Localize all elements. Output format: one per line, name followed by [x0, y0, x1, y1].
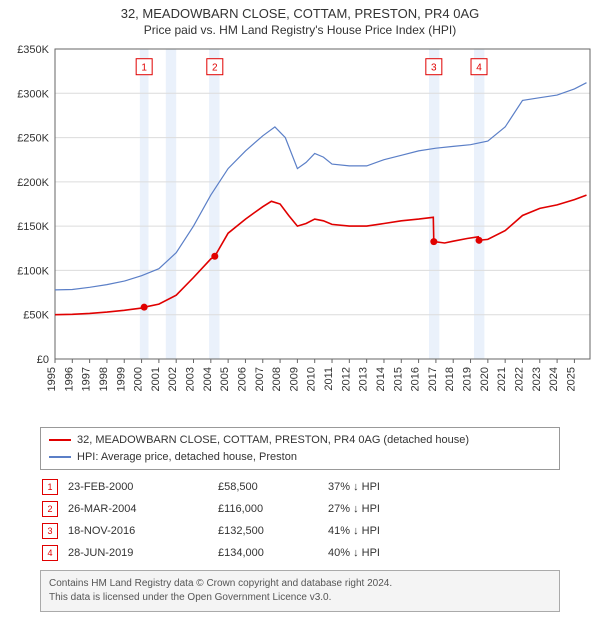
- svg-text:2011: 2011: [323, 367, 335, 391]
- svg-text:1998: 1998: [98, 367, 110, 391]
- sale-pct: 37% ↓ HPI: [328, 481, 438, 493]
- footer-line: Contains HM Land Registry data © Crown c…: [49, 577, 551, 591]
- sales-row: 2 26-MAR-2004£116,00027% ↓ HPI: [40, 498, 560, 520]
- sale-price: £132,500: [218, 525, 328, 537]
- svg-text:1: 1: [141, 63, 147, 74]
- svg-text:£50K: £50K: [23, 310, 49, 322]
- svg-text:2001: 2001: [150, 367, 162, 391]
- svg-text:2018: 2018: [444, 367, 456, 391]
- legend-swatch: [49, 456, 71, 458]
- sales-row: 3 18-NOV-2016£132,50041% ↓ HPI: [40, 520, 560, 542]
- sale-pct: 27% ↓ HPI: [328, 503, 438, 515]
- svg-text:£200K: £200K: [17, 177, 49, 189]
- sale-price: £58,500: [218, 481, 328, 493]
- svg-text:2025: 2025: [565, 367, 577, 391]
- svg-text:£300K: £300K: [17, 88, 49, 100]
- svg-text:2006: 2006: [236, 367, 248, 391]
- legend-label: 32, MEADOWBARN CLOSE, COTTAM, PRESTON, P…: [77, 432, 469, 449]
- chart-area: £0 £50K £100K £150K £200K £250K £300K £350K 1995…: [0, 39, 600, 419]
- sale-date: 18-NOV-2016: [68, 525, 218, 537]
- sale-price: £134,000: [218, 547, 328, 559]
- svg-text:£150K: £150K: [17, 221, 49, 233]
- svg-text:£350K: £350K: [17, 44, 49, 56]
- svg-text:2014: 2014: [375, 367, 387, 391]
- sales-table: 1 23-FEB-2000£58,50037% ↓ HPI 2 26-MAR-2004…: [40, 476, 560, 564]
- sale-marker: 1: [42, 479, 58, 495]
- svg-text:2002: 2002: [167, 367, 179, 391]
- chart-container: 32, MEADOWBARN CLOSE, COTTAM, PRESTON, P…: [0, 0, 600, 612]
- legend-label: HPI: Average price, detached house, Pres…: [77, 449, 297, 466]
- svg-text:2020: 2020: [479, 367, 491, 391]
- sale-pct: 40% ↓ HPI: [328, 547, 438, 559]
- svg-text:1997: 1997: [81, 367, 93, 391]
- sale-date: 23-FEB-2000: [68, 481, 218, 493]
- svg-text:4: 4: [476, 63, 482, 74]
- svg-text:£0: £0: [37, 354, 49, 366]
- svg-text:2021: 2021: [496, 367, 508, 391]
- svg-text:3: 3: [431, 63, 437, 74]
- sales-row: 1 23-FEB-2000£58,50037% ↓ HPI: [40, 476, 560, 498]
- svg-text:2016: 2016: [410, 367, 422, 391]
- svg-text:2015: 2015: [392, 367, 404, 391]
- sale-date: 28-JUN-2019: [68, 547, 218, 559]
- svg-text:2003: 2003: [185, 367, 197, 391]
- svg-text:£100K: £100K: [17, 265, 49, 277]
- svg-text:1996: 1996: [63, 367, 75, 391]
- sale-marker: 4: [42, 545, 58, 561]
- svg-text:2017: 2017: [427, 367, 439, 391]
- svg-text:2000: 2000: [133, 367, 145, 391]
- legend-item: HPI: Average price, detached house, Pres…: [49, 449, 551, 466]
- sale-marker: 2: [42, 501, 58, 517]
- svg-text:2022: 2022: [513, 367, 525, 391]
- svg-text:2: 2: [212, 63, 218, 74]
- footer-line: This data is licensed under the Open Gov…: [49, 591, 551, 605]
- title-block: 32, MEADOWBARN CLOSE, COTTAM, PRESTON, P…: [0, 0, 600, 39]
- legend-item: 32, MEADOWBARN CLOSE, COTTAM, PRESTON, P…: [49, 432, 551, 449]
- sale-marker: 3: [42, 523, 58, 539]
- svg-text:2010: 2010: [306, 367, 318, 391]
- svg-text:£250K: £250K: [17, 133, 49, 145]
- svg-text:2008: 2008: [271, 367, 283, 391]
- sales-row: 4 28-JUN-2019£134,00040% ↓ HPI: [40, 542, 560, 564]
- sale-date: 26-MAR-2004: [68, 503, 218, 515]
- title-subtitle: Price paid vs. HM Land Registry's House …: [0, 23, 600, 37]
- svg-text:2012: 2012: [340, 367, 352, 391]
- svg-text:2019: 2019: [462, 367, 474, 391]
- title-address: 32, MEADOWBARN CLOSE, COTTAM, PRESTON, P…: [0, 6, 600, 21]
- svg-text:1999: 1999: [115, 367, 127, 391]
- svg-text:2023: 2023: [531, 367, 543, 391]
- svg-text:1995: 1995: [46, 367, 58, 391]
- svg-text:2005: 2005: [219, 367, 231, 391]
- chart-svg: £0 £50K £100K £150K £200K £250K £300K £350K 1995…: [0, 39, 600, 419]
- legend-swatch: [49, 439, 71, 441]
- svg-text:2004: 2004: [202, 367, 214, 391]
- legend: 32, MEADOWBARN CLOSE, COTTAM, PRESTON, P…: [40, 427, 560, 470]
- footer-attribution: Contains HM Land Registry data © Crown c…: [40, 570, 560, 612]
- svg-text:2013: 2013: [358, 367, 370, 391]
- sale-pct: 41% ↓ HPI: [328, 525, 438, 537]
- sale-price: £116,000: [218, 503, 328, 515]
- svg-text:2007: 2007: [254, 367, 266, 391]
- svg-text:2009: 2009: [288, 367, 300, 391]
- svg-text:2024: 2024: [548, 367, 560, 391]
